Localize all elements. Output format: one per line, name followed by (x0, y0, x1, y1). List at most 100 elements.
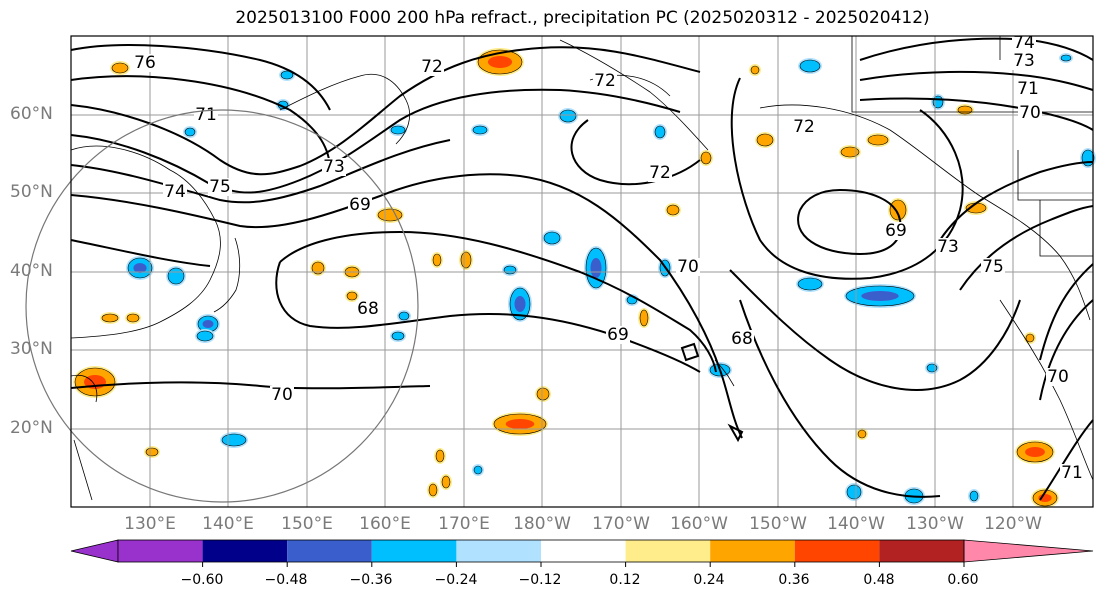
contour-label: 75 (209, 177, 231, 197)
contour-label-bg (322, 158, 346, 176)
contour-label: 70 (1047, 367, 1069, 387)
colorbar-segment (202, 540, 288, 562)
refractivity-contour (70, 139, 451, 204)
contour-label: 74 (1013, 33, 1035, 53)
negative-precip-anomaly (845, 483, 863, 501)
contour-label-bg (356, 300, 380, 318)
lon-label: 150°W (749, 514, 807, 534)
contour-label-bg (1012, 34, 1036, 52)
colorbar-segment (118, 540, 203, 562)
refractivity-contour (70, 46, 701, 176)
contour-label: 70 (271, 385, 293, 405)
contour-label: 71 (1017, 79, 1039, 99)
refractivity-contour (680, 342, 700, 362)
negative-precip-anomaly (195, 329, 215, 343)
lon-label: 170°E (438, 514, 490, 534)
negative-precip-anomaly (196, 314, 220, 334)
positive-precip-anomaly (492, 412, 548, 436)
refractivity-contour (859, 97, 1094, 131)
contour-label-bg (981, 258, 1005, 276)
coastline-segment (999, 36, 1093, 257)
colorbar-tick-label: 0.48 (863, 572, 895, 588)
lon-label: 140°W (827, 514, 885, 534)
positive-precip-anomaly (310, 260, 326, 276)
projection-circle (25, 109, 419, 503)
lon-label: 180°W (513, 514, 571, 534)
positive-precip-anomaly (73, 366, 117, 398)
refractivity-contour (1039, 299, 1094, 401)
contour-label-bg (1012, 52, 1036, 70)
contour-label-bg (676, 258, 700, 276)
lon-label: 130°E (124, 514, 176, 534)
refractivity-contour (730, 77, 964, 280)
contour-label: 72 (793, 117, 815, 137)
contour-label: 73 (937, 237, 959, 257)
positive-precip-anomaly (110, 61, 130, 75)
negative-precip-anomaly (126, 256, 154, 280)
colorbar (70, 539, 1094, 567)
colorbar-tick-label: −0.24 (434, 572, 478, 588)
refractivity-contour (279, 230, 717, 373)
refractivity-contour (70, 173, 743, 439)
coastline-segment (759, 104, 1091, 321)
contour-label-bg (593, 72, 617, 90)
positive-precip-anomaly (956, 104, 974, 116)
coastline-segment (70, 374, 98, 403)
colorbar-segment (710, 540, 795, 562)
colorbar-tick-label: −0.36 (349, 572, 393, 588)
colorbar-segment (625, 540, 711, 562)
contour-label-bg (936, 238, 960, 256)
contour-label-bg (1060, 464, 1084, 482)
coastline-segment (70, 145, 221, 339)
positive-precip-anomaly (755, 132, 775, 148)
contour-label-bg (730, 330, 754, 348)
negative-precip-anomaly (542, 230, 562, 246)
positive-precip-anomaly (459, 250, 473, 270)
refractivity-contour (959, 205, 1094, 291)
refractivity-contour (729, 269, 1021, 391)
negative-precip-anomaly (844, 284, 916, 308)
positive-precip-anomaly (100, 312, 120, 324)
colorbar-tick-label: 0.12 (609, 572, 641, 588)
negative-precip-anomaly (584, 246, 608, 290)
positive-precip-anomaly (345, 290, 359, 302)
contour-label: 76 (134, 53, 156, 73)
contour-label: 72 (594, 71, 616, 91)
contour-label: 69 (607, 325, 629, 345)
refractivity-contour (1039, 419, 1094, 501)
negative-precip-anomaly (1059, 53, 1073, 63)
contour-label-bg (884, 222, 908, 240)
refractivity-contour (1039, 263, 1094, 361)
positive-precip-anomaly (427, 482, 439, 498)
refractivity-contour (70, 44, 331, 111)
colorbar-tick-label: −0.48 (264, 572, 308, 588)
negative-precip-anomaly (558, 108, 578, 124)
colorbar-segment (287, 540, 372, 562)
colorbar-segment (456, 540, 541, 562)
refractivity-contour (739, 299, 941, 498)
coastline-segment (73, 439, 93, 501)
graticule (71, 36, 1093, 507)
contour-label: 73 (1013, 51, 1035, 71)
precip-anomaly-shading (73, 48, 1096, 508)
colorbar-segment (794, 540, 880, 562)
refractivity-contour (70, 381, 431, 390)
negative-precip-anomaly (653, 124, 667, 140)
contour-label-bg (420, 58, 444, 76)
negative-precip-anomaly (502, 264, 518, 276)
refractivity-contour (859, 70, 1094, 91)
negative-precip-anomaly (183, 126, 197, 138)
positive-precip-anomaly (431, 252, 443, 268)
contour-label-bg (1016, 80, 1040, 98)
contour-label: 72 (421, 57, 443, 77)
contour-label: 72 (649, 163, 671, 183)
refractivity-contour (70, 75, 331, 171)
contour-label: 68 (731, 329, 753, 349)
contour-label-bg (163, 183, 187, 201)
positive-precip-anomaly (1031, 488, 1059, 508)
refractivity-contour (859, 37, 1094, 61)
positive-precip-anomaly (535, 386, 551, 402)
contour-label-bg (648, 164, 672, 182)
